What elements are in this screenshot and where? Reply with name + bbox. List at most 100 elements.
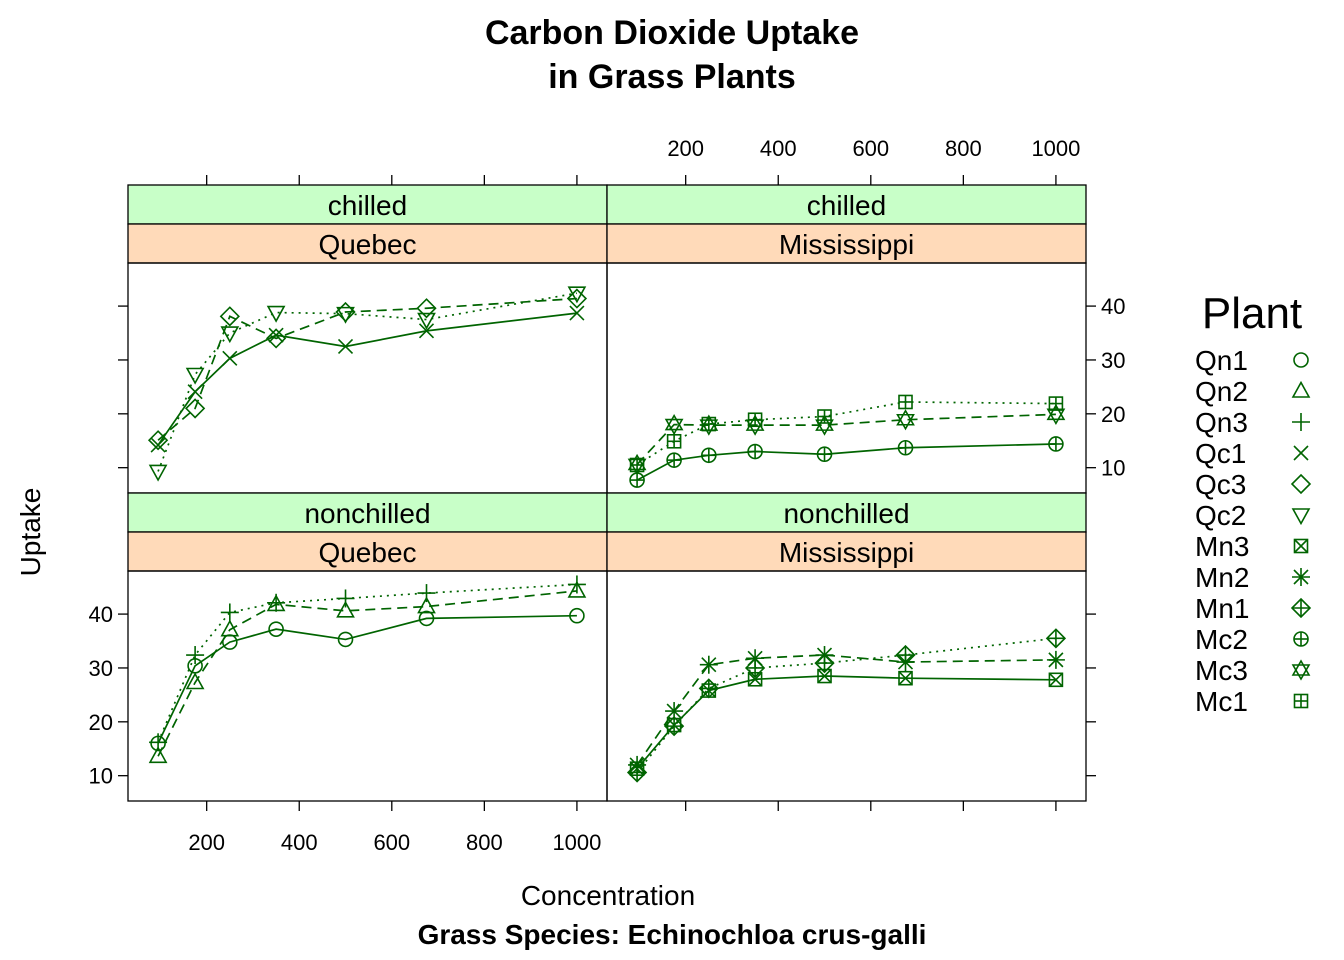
legend-item-Qc2: Qc2 [1195,500,1311,531]
legend-label: Mc1 [1195,686,1248,717]
y-tick-label-right: 10 [1101,456,1125,481]
x-axis-label: Concentration [521,880,695,911]
legend-marker-Qn1 [1293,352,1309,368]
point-Qc2 [148,464,168,482]
series-line-Mn3 [636,675,1056,770]
y-axis-label: Uptake [15,488,46,577]
point-Mn2 [699,655,718,674]
y-tick-label-left: 30 [89,656,113,681]
point-Mn2 [1046,650,1065,669]
point-Qn3 [267,593,286,612]
legend-label: Mc3 [1195,655,1248,686]
point-Qn1 [569,607,585,624]
point-Qn3 [149,733,168,752]
legend-label: Qc3 [1195,469,1246,500]
strip-treatment-label: nonchilled [783,498,909,529]
legend-marker-Mc3 [1291,659,1311,681]
point-Mc1 [629,457,645,473]
y-tick-label-left: 10 [89,764,113,789]
x-tick-label-top: 200 [667,136,704,161]
chart-title-line1: Carbon Dioxide Uptake [485,14,859,52]
legend-label: Qc1 [1195,438,1246,469]
point-Mc2 [629,472,645,488]
point-Mc1 [666,433,682,449]
x-tick-label-top: 600 [852,136,889,161]
series-line-Mc1 [636,401,1056,466]
legend-marker-Qn2 [1291,380,1311,398]
legend-label: Qn1 [1195,345,1248,376]
panel-nonchilled-quebec: nonchilled Quebec [127,492,608,802]
strip-type-label: Quebec [318,229,416,260]
point-Mc1 [747,412,763,428]
series-line-Mc2 [636,443,1056,481]
panel-chilled-mississippi: chilled Mississippi [606,184,1087,494]
legend-label: Mc2 [1195,624,1248,655]
panel-frame [127,570,608,802]
point-Qn2 [148,746,168,764]
x-tick-label-bottom: 1000 [552,830,601,855]
point-Mn1 [814,652,835,674]
legend-label: Qc2 [1195,500,1246,531]
point-Mc1 [701,416,717,432]
point-Mc3 [896,409,915,431]
panel-nonchilled-mississippi: nonchilled Mississippi [606,492,1087,802]
series-line-Mn1 [636,637,1057,773]
series-line-Qn2 [157,590,578,757]
point-Mc1 [1048,396,1064,411]
point-Mc2 [816,446,833,463]
point-Qc3 [265,328,287,349]
point-Qn2 [567,580,587,598]
legend-marker-Qc1 [1293,445,1309,461]
legend-label: Mn3 [1195,531,1249,562]
panel-frame [127,262,608,494]
point-Qc2 [185,367,205,385]
y-tick-label-right: 30 [1101,348,1125,373]
x-tick-label-bottom: 800 [466,830,503,855]
y-tick-label-right: 40 [1101,294,1125,319]
point-Qn2 [336,600,355,618]
point-Mn1 [1045,628,1067,649]
point-Qn2 [185,672,205,690]
legend-item-Qc1: Qc1 [1195,438,1309,469]
legend-label: Qn3 [1195,407,1248,438]
point-Qc3 [184,398,206,419]
point-Mc2 [666,452,682,468]
legend-label: Mn1 [1195,593,1249,624]
x-tick-label-bottom: 400 [281,830,318,855]
point-Qn1 [418,610,435,627]
legend-title: Plant [1202,289,1302,338]
point-Qc1 [569,305,585,321]
strip-type [606,223,1087,264]
point-Mc3 [664,413,684,436]
point-Qn3 [336,589,355,608]
point-Qc1 [418,323,435,339]
y-tick-label-right: 20 [1101,402,1125,427]
point-Mc2 [1048,436,1064,452]
strip-treatment-label: chilled [807,190,886,221]
legend-marker-Qn3 [1292,413,1310,431]
series-line-Mn2 [636,654,1056,766]
legend-label: Qn2 [1195,376,1248,407]
axes: 200 400 600 800 1000 200 400 600 800 1000 10 20 30 40… [89,136,1126,855]
legend-item-Qn3: Qn3 [1195,407,1310,438]
y-tick-label-left: 40 [89,602,113,627]
strip-treatment-label: nonchilled [304,498,430,529]
point-Mn1 [698,678,719,699]
point-Qc3 [147,430,169,451]
panel-chilled-quebec: chilled Quebec [127,184,608,494]
point-Qn3 [220,603,239,622]
strip-type [127,531,608,572]
series-line-Qn1 [157,614,577,744]
legend-item-Mc1: Mc1 [1195,686,1309,717]
strip-type-label: Mississippi [779,229,914,260]
point-Qc3 [219,306,240,327]
panel-frame [606,570,1087,802]
legend-item-Mc2: Mc2 [1195,624,1309,655]
point-Qc1 [268,327,284,343]
point-Mn3 [1048,672,1064,688]
point-Mc2 [897,439,914,456]
legend-item-Mn3: Mn3 [1195,531,1309,562]
